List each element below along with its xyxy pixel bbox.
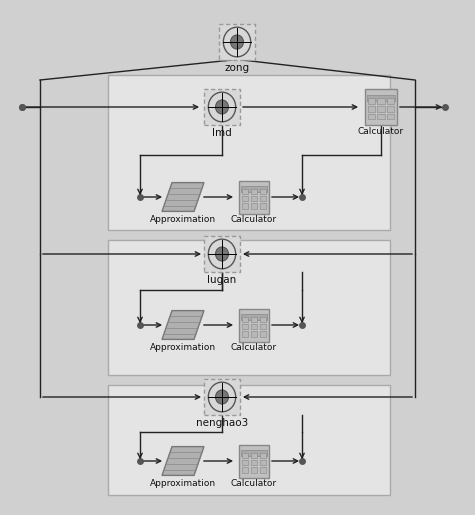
- FancyBboxPatch shape: [239, 444, 269, 477]
- Circle shape: [230, 35, 244, 49]
- FancyBboxPatch shape: [368, 106, 375, 112]
- FancyBboxPatch shape: [241, 186, 267, 192]
- Text: lugan: lugan: [208, 275, 237, 285]
- FancyBboxPatch shape: [251, 331, 257, 336]
- FancyBboxPatch shape: [251, 460, 257, 465]
- Polygon shape: [162, 447, 204, 475]
- FancyBboxPatch shape: [368, 98, 375, 104]
- FancyBboxPatch shape: [260, 324, 266, 329]
- Text: Calculator: Calculator: [231, 479, 277, 488]
- FancyBboxPatch shape: [260, 460, 266, 465]
- Circle shape: [216, 247, 228, 261]
- FancyBboxPatch shape: [387, 106, 394, 112]
- FancyBboxPatch shape: [367, 95, 395, 101]
- Polygon shape: [162, 311, 204, 339]
- FancyBboxPatch shape: [239, 308, 269, 341]
- FancyBboxPatch shape: [108, 240, 390, 375]
- FancyBboxPatch shape: [260, 331, 266, 336]
- FancyBboxPatch shape: [242, 203, 248, 209]
- FancyBboxPatch shape: [242, 331, 248, 336]
- FancyBboxPatch shape: [242, 317, 248, 322]
- FancyBboxPatch shape: [251, 196, 257, 201]
- FancyBboxPatch shape: [204, 379, 240, 415]
- FancyBboxPatch shape: [365, 90, 397, 125]
- Text: Approximation: Approximation: [150, 343, 216, 352]
- FancyBboxPatch shape: [242, 196, 248, 201]
- Circle shape: [216, 100, 228, 114]
- FancyBboxPatch shape: [378, 114, 385, 119]
- FancyBboxPatch shape: [260, 453, 266, 458]
- FancyBboxPatch shape: [368, 114, 375, 119]
- Text: nenghao3: nenghao3: [196, 418, 248, 428]
- FancyBboxPatch shape: [242, 189, 248, 194]
- FancyBboxPatch shape: [378, 106, 385, 112]
- FancyBboxPatch shape: [260, 467, 266, 473]
- FancyBboxPatch shape: [251, 324, 257, 329]
- FancyBboxPatch shape: [251, 467, 257, 473]
- FancyBboxPatch shape: [108, 75, 390, 230]
- FancyBboxPatch shape: [239, 180, 269, 214]
- FancyBboxPatch shape: [204, 89, 240, 125]
- FancyBboxPatch shape: [260, 203, 266, 209]
- FancyBboxPatch shape: [378, 98, 385, 104]
- FancyBboxPatch shape: [251, 453, 257, 458]
- FancyBboxPatch shape: [241, 314, 267, 320]
- FancyBboxPatch shape: [387, 98, 394, 104]
- FancyBboxPatch shape: [242, 453, 248, 458]
- FancyBboxPatch shape: [251, 203, 257, 209]
- FancyBboxPatch shape: [204, 236, 240, 272]
- FancyBboxPatch shape: [241, 450, 267, 456]
- FancyBboxPatch shape: [242, 467, 248, 473]
- Text: Approximation: Approximation: [150, 215, 216, 224]
- FancyBboxPatch shape: [387, 114, 394, 119]
- Text: Calculator: Calculator: [358, 127, 404, 136]
- FancyBboxPatch shape: [219, 24, 255, 60]
- FancyBboxPatch shape: [108, 385, 390, 495]
- FancyBboxPatch shape: [260, 317, 266, 322]
- Circle shape: [216, 390, 228, 404]
- FancyBboxPatch shape: [242, 460, 248, 465]
- Text: Approximation: Approximation: [150, 479, 216, 488]
- FancyBboxPatch shape: [251, 317, 257, 322]
- FancyBboxPatch shape: [251, 189, 257, 194]
- FancyBboxPatch shape: [260, 196, 266, 201]
- Text: lmd: lmd: [212, 128, 232, 138]
- Text: Calculator: Calculator: [231, 343, 277, 352]
- Text: Calculator: Calculator: [231, 215, 277, 224]
- FancyBboxPatch shape: [260, 189, 266, 194]
- Polygon shape: [162, 183, 204, 211]
- FancyBboxPatch shape: [242, 324, 248, 329]
- Text: zong: zong: [224, 63, 249, 73]
